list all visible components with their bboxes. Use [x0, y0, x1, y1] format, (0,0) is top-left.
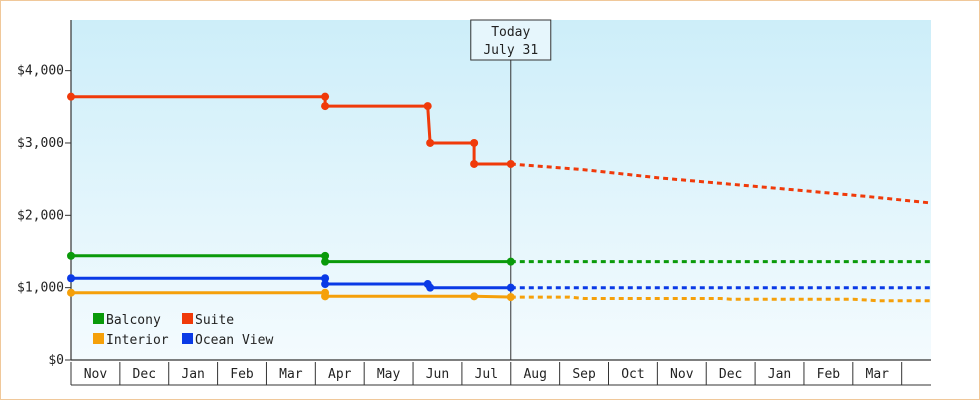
- series-interior-point: [506, 293, 515, 302]
- series-interior-point: [321, 292, 330, 301]
- y-tick-label: $0: [48, 353, 64, 368]
- series-suite-point: [321, 92, 330, 101]
- legend-label-balcony: Balcony: [106, 313, 161, 328]
- legend-swatch-suite: [182, 313, 193, 324]
- y-tick-label: $4,000: [17, 64, 64, 79]
- legend: Balcony Suite Interior Ocean View: [93, 313, 273, 348]
- x-tick-label: Jul: [475, 367, 498, 382]
- x-tick-label: Aug: [523, 367, 546, 382]
- y-tick-label: $1,000: [17, 281, 64, 296]
- series-suite-point: [423, 102, 432, 111]
- today-marker: Today July 31: [470, 19, 552, 360]
- series-suite-point: [470, 138, 479, 147]
- series-interior-point: [67, 288, 75, 297]
- x-tick-label: Mar: [866, 367, 890, 382]
- series-suite-point: [67, 92, 75, 101]
- series-suite-point: [321, 102, 330, 111]
- series-interior-point: [470, 292, 479, 301]
- series-ocean-view-point: [506, 283, 515, 292]
- x-axis: Nov Dec Jan Feb Mar Apr May Jun Jul Aug Sep Oct Nov D…: [70, 359, 931, 386]
- series-balcony-point: [67, 251, 75, 260]
- x-tick-label: Jan: [768, 367, 791, 382]
- x-tick-label: Feb: [817, 367, 841, 382]
- series-suite-point: [470, 159, 479, 168]
- series-balcony-point: [506, 257, 515, 266]
- x-tick-label: Oct: [621, 367, 644, 382]
- legend-swatch-ocean-view: [182, 333, 193, 344]
- x-tick-label: Nov: [84, 367, 108, 382]
- series-ocean-view-line: [71, 276, 511, 290]
- x-tick-label: May: [377, 367, 401, 382]
- x-tick-label: Jan: [181, 367, 204, 382]
- series-ocean-view-point: [321, 274, 330, 283]
- today-label: Today: [491, 25, 530, 40]
- y-axis: $0 $1,000 $2,000 $3,000 $4,000: [17, 20, 72, 368]
- x-tick-label: Sep: [572, 367, 596, 382]
- legend-label-suite: Suite: [195, 313, 234, 328]
- x-tick-label: Jun: [426, 367, 449, 382]
- x-tick-label: Nov: [670, 367, 694, 382]
- series-lines: [67, 92, 932, 303]
- y-tick-label: $2,000: [17, 208, 64, 223]
- legend-label-ocean-view: Ocean View: [195, 333, 273, 348]
- legend-label-interior: Interior: [106, 333, 169, 348]
- series-suite-forecast: [510, 162, 932, 205]
- legend-swatch-interior: [93, 333, 104, 344]
- series-suite-point: [426, 138, 435, 147]
- x-tick-label: Apr: [328, 367, 352, 382]
- series-ocean-view-point: [67, 274, 75, 283]
- series-balcony-point: [321, 257, 330, 266]
- series-suite-point: [506, 159, 515, 168]
- y-tick-label: $3,000: [17, 136, 64, 151]
- legend-swatch-balcony: [93, 313, 104, 324]
- series-balcony-point: [321, 251, 330, 260]
- x-tick-label: Dec: [133, 367, 156, 382]
- x-tick-label: Mar: [279, 367, 303, 382]
- x-tick-label: Feb: [230, 367, 254, 382]
- plot-area: [71, 20, 931, 360]
- today-box: [470, 19, 552, 61]
- series-ocean-view-point: [321, 280, 330, 289]
- x-tick-label: Dec: [719, 367, 742, 382]
- series-ocean-view-point: [426, 283, 435, 292]
- series-interior-forecast: [510, 295, 931, 303]
- today-date: July 31: [483, 43, 538, 58]
